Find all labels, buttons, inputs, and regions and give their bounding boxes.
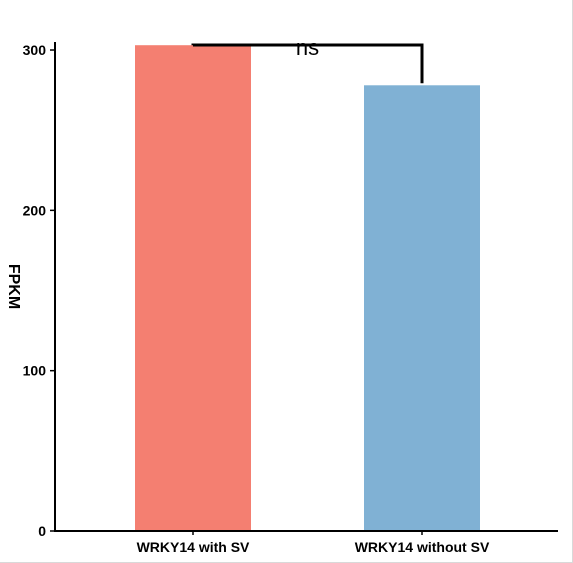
significance-label: ns (296, 35, 319, 60)
x-labels-group: WRKY14 with SV WRKY14 without SV (137, 531, 490, 555)
bar-2 (364, 85, 480, 532)
x-label-2: WRKY14 without SV (355, 539, 490, 555)
y-tick-label-300: 300 (23, 42, 47, 58)
x-label-1: WRKY14 with SV (137, 539, 250, 555)
significance-group: ns (191, 35, 424, 84)
y-axis-title: FPKM (5, 264, 22, 309)
y-tick-label-0: 0 (38, 523, 46, 539)
axes-group (54, 42, 558, 532)
significance-bracket (191, 43, 424, 84)
y-tick-label-100: 100 (23, 363, 47, 379)
y-ticks-group: 0 100 200 300 (23, 42, 55, 539)
bar-1 (135, 45, 251, 532)
y-tick-label-200: 200 (23, 202, 47, 218)
bars-group (135, 45, 480, 532)
